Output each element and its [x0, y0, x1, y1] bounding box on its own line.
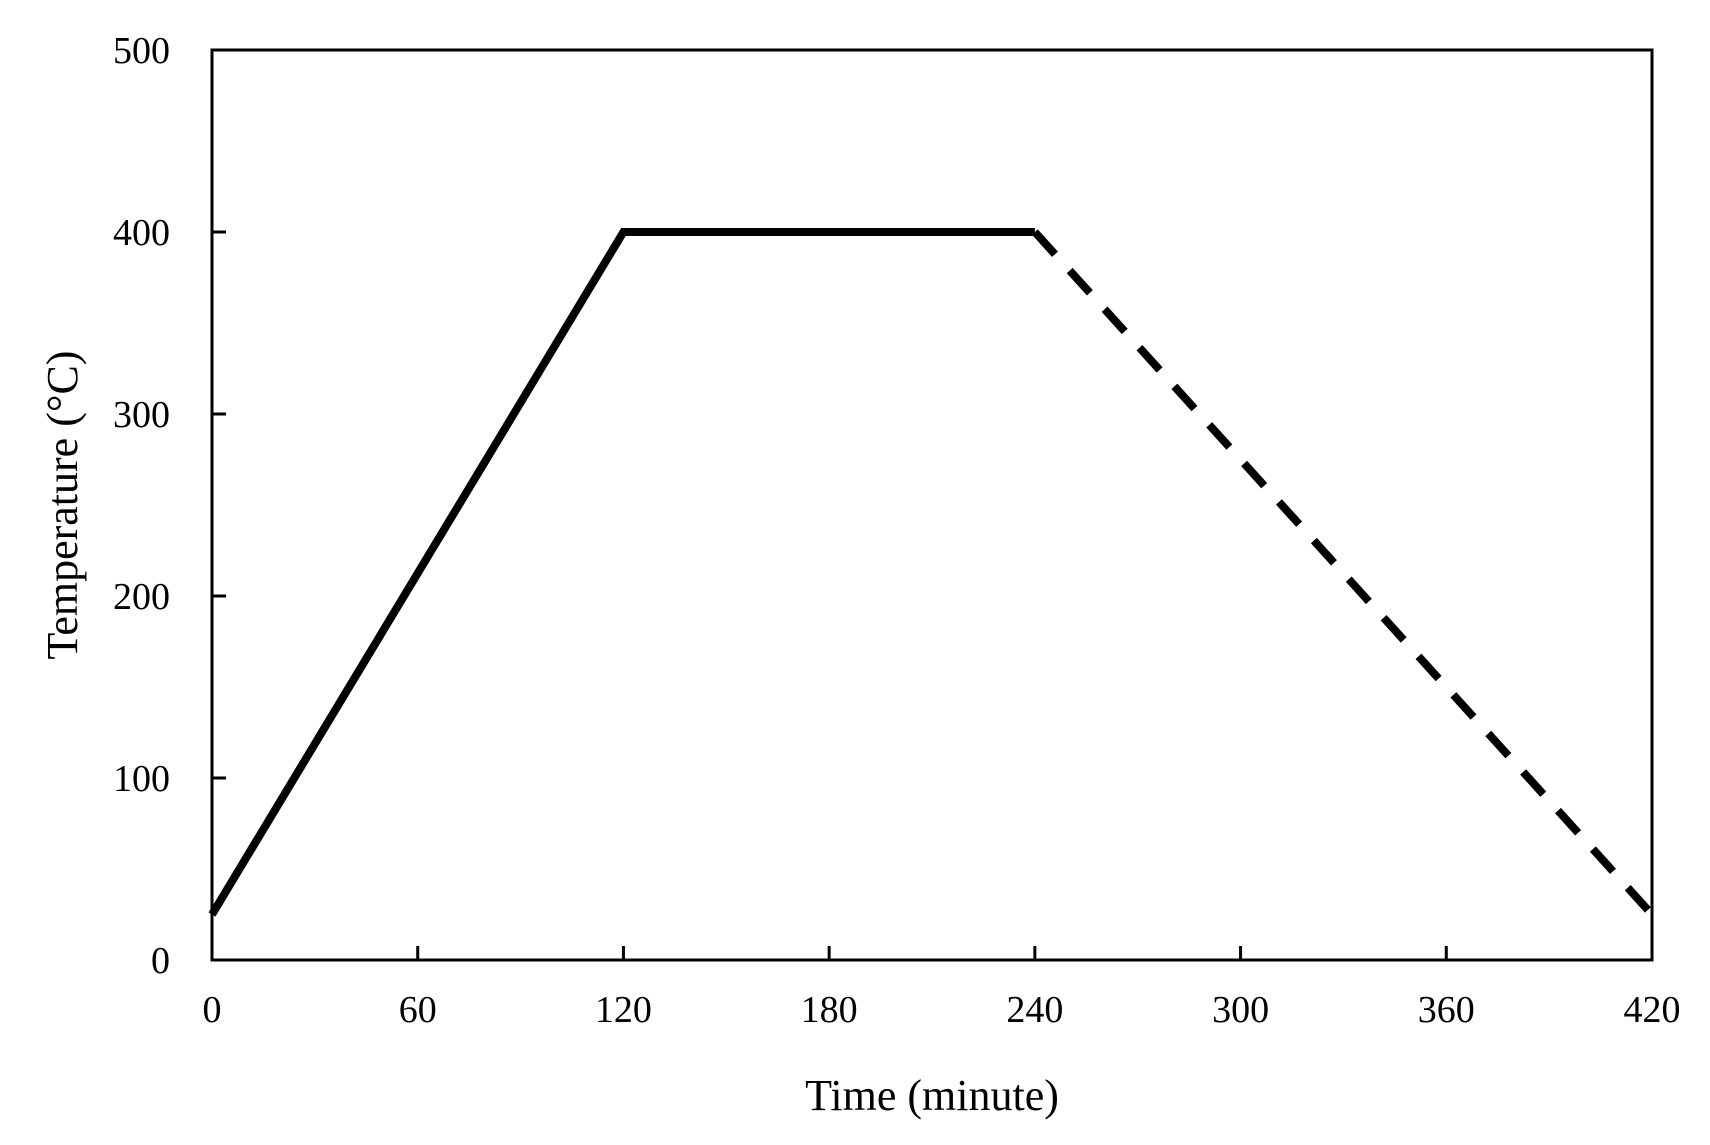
y-tick-label: 300	[113, 394, 170, 436]
y-tick-label: 500	[113, 30, 170, 72]
x-tick-label: 420	[1624, 989, 1681, 1031]
x-tick-label: 0	[203, 989, 222, 1031]
y-tick-label: 0	[151, 940, 170, 982]
x-tick-label: 300	[1212, 989, 1269, 1031]
x-tick-label: 240	[1006, 989, 1063, 1031]
x-tick-label: 360	[1418, 989, 1475, 1031]
x-tick-label: 60	[399, 989, 437, 1031]
plot-frame	[210, 48, 1654, 962]
series-layer	[208, 228, 1655, 918]
series-line-dashed	[1031, 229, 1655, 918]
y-tick-label: 200	[113, 576, 170, 618]
tick-layer: 0 60 120 180 240 300 360 420 0 100 200 300 400 500	[113, 30, 1681, 1031]
x-axis-title: Time (minute)	[805, 1071, 1059, 1120]
y-tick-label: 100	[113, 758, 170, 800]
y-tick-label: 400	[113, 212, 170, 254]
y-axis-title: Temperature (°C)	[38, 351, 87, 660]
x-tick-label: 180	[801, 989, 858, 1031]
series-line-solid	[208, 228, 1035, 917]
x-tick-label: 120	[595, 989, 652, 1031]
